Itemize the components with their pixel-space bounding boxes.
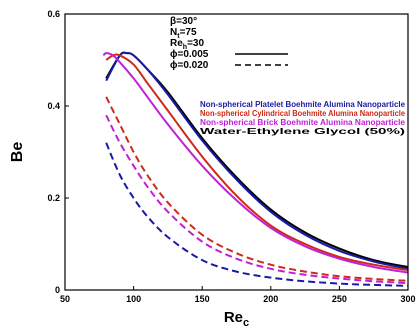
x-tick-label: 200 <box>263 294 278 304</box>
series-line-0 <box>105 51 409 268</box>
series-line-5 <box>105 114 409 285</box>
x-tick-label: 100 <box>126 294 141 304</box>
legend: Non-spherical Platelet Boehmite Alumina … <box>200 100 406 136</box>
series-line-3 <box>102 52 409 274</box>
axis-ticks: 50 100 150 200 250 300 0 0.2 0.4 0.6 <box>47 9 415 304</box>
legend-entry-2: Non-spherical Brick Boehmite Alumina Nan… <box>200 118 406 127</box>
x-axis-label-sub: c <box>243 317 249 329</box>
series-line-1 <box>105 51 409 270</box>
parameter-4: ϕ=0.020 <box>170 60 209 71</box>
y-tick-label: 0.6 <box>47 9 60 19</box>
x-tick-label: 150 <box>195 294 210 304</box>
x-tick-label: 50 <box>60 294 70 304</box>
legend-entry-0: Non-spherical Platelet Boehmite Alumina … <box>200 100 406 109</box>
parameter-0: β=30° <box>170 16 197 27</box>
plot-frame <box>64 13 409 291</box>
x-tick-label: 250 <box>332 294 347 304</box>
y-tick-label: 0.2 <box>47 193 60 203</box>
x-tick-label: 300 <box>400 294 415 304</box>
parameter-3: ϕ=0.005 <box>170 49 209 60</box>
series-layer <box>102 51 409 287</box>
parameter-2: Reh=30 <box>170 38 204 51</box>
y-tick-label: 0 <box>55 285 60 295</box>
series-line-6 <box>105 142 409 287</box>
x-axis-label: Rec <box>224 309 249 329</box>
series-line-2 <box>105 53 409 272</box>
x-axis-label-main: Re <box>224 309 243 326</box>
legend-entry-3: Water-Ethylene Glycol (50%) <box>200 127 406 136</box>
y-axis-label: Be <box>9 142 26 163</box>
series-line-4 <box>105 96 409 282</box>
legend-entry-1: Non-spherical Cylindrical Boehmite Alumi… <box>200 109 406 118</box>
y-tick-label: 0.4 <box>47 101 60 111</box>
parameter-1: Nt=75 <box>170 27 197 40</box>
